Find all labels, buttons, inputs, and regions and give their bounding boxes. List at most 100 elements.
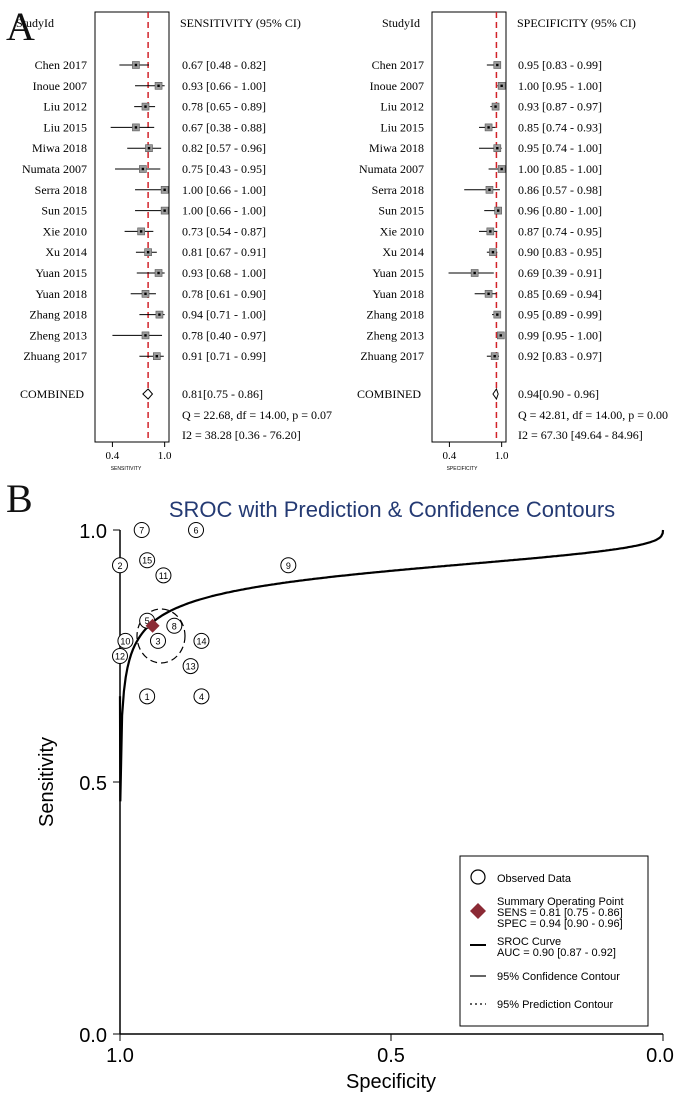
x-axis-title: Specificity (346, 1071, 436, 1093)
spec-point-center (496, 209, 500, 212)
y-tick-label: 0.0 (79, 1025, 107, 1047)
sens-point-center (163, 209, 166, 212)
observed-point-label: 7 (139, 526, 144, 536)
spec-point-center (499, 334, 502, 337)
sens-study-value: 0.93 [0.66 - 1.00] (182, 79, 266, 93)
observed-point (166, 617, 183, 634)
legend-summary-title: Summary Operating Point (497, 896, 624, 908)
sens-study-value: 0.67 [0.38 - 0.88] (182, 120, 266, 134)
spec-study-value: 0.86 [0.57 - 0.98] (518, 183, 602, 197)
observed-point-label: 14 (196, 636, 206, 646)
sens-point-center (146, 251, 150, 254)
spec-study-name: Miwa 2018 (369, 141, 424, 155)
spec-combined-value: 0.94[0.90 - 0.96] (518, 387, 599, 401)
spec-table-header: SPECIFICITY (95% CI) (517, 16, 636, 30)
spec-study-value: 0.93 [0.87 - 0.97] (518, 100, 602, 114)
spec-point-center (473, 271, 476, 275)
observed-point (188, 522, 205, 538)
spec-combined-label: COMBINED (357, 387, 421, 401)
spec-study-value: 0.95 [0.74 - 1.00] (518, 141, 602, 155)
sens-point-center (147, 147, 151, 150)
confidence-contour (136, 608, 186, 664)
spec-tick-label: 1.0 (495, 450, 509, 462)
observed-point (150, 632, 167, 649)
y-axis-title: Sensitivity (36, 737, 58, 827)
x-tick-label: 0.5 (377, 1045, 405, 1067)
panel-b-letter: B (6, 476, 33, 521)
spec-study-name: Inoue 2007 (370, 79, 424, 93)
specificity-forest: StudyId SPECIFICITY (95% CI) Chen 2017 0.… (357, 11, 668, 472)
observed-point (112, 557, 128, 574)
sens-study-value: 0.73 [0.54 - 0.87] (182, 224, 266, 238)
spec-point-center (496, 147, 499, 150)
spec-point-center (487, 292, 490, 295)
spec-study-name: Liu 2015 (380, 120, 424, 134)
legend-observed-label: Observed Data (497, 873, 572, 885)
sens-combined-value: 0.81[0.75 - 0.86] (182, 387, 263, 401)
legend-sroc-auc: AUC = 0.90 [0.87 - 0.92] (497, 947, 616, 959)
spec-study-value: 0.85 [0.74 - 0.93] (518, 120, 602, 134)
sens-study-value: 0.78 [0.40 - 0.97] (182, 328, 266, 342)
legend-summary-sens: SENS = 0.81 [0.75 - 0.86] (497, 907, 623, 919)
sens-point-center (163, 188, 166, 191)
sens-study-value: 0.81 [0.67 - 0.91] (182, 245, 266, 259)
panel-a-letter: A (6, 4, 35, 49)
sens-study-name: Liu 2012 (43, 100, 87, 114)
spec-study-name: Yuan 2015 (372, 266, 424, 280)
sens-point-center (157, 84, 160, 87)
observed-point (193, 688, 210, 705)
sens-tick-label: 0.4 (106, 450, 120, 462)
sens-study-rows: Chen 2017 0.67 [0.48 - 0.82] Inoue 2007 0.9… (22, 58, 266, 363)
observed-point-label: 9 (286, 561, 291, 571)
spec-point-center (491, 251, 495, 254)
sens-table-header: SENSITIVITY (95% CI) (180, 16, 301, 30)
sens-point-center (141, 167, 145, 171)
sens-study-value: 0.75 [0.43 - 0.95] (182, 162, 266, 176)
sens-study-name: Zheng 2013 (29, 328, 87, 342)
spec-study-name: Liu 2012 (380, 100, 424, 114)
spec-point-center (496, 63, 499, 67)
observed-point-label: 13 (186, 662, 196, 672)
sens-studyid-header: StudyId (16, 16, 54, 30)
sens-study-value: 1.00 [0.66 - 1.00] (182, 183, 266, 197)
observed-point-label: 10 (120, 636, 130, 646)
sens-study-name: Inoue 2007 (33, 79, 87, 93)
spec-study-name: Serra 2018 (372, 183, 424, 197)
spec-study-name: Numata 2007 (359, 162, 424, 176)
observed-point (182, 658, 199, 675)
spec-study-value: 1.00 [0.95 - 1.00] (518, 79, 602, 93)
sens-study-name: Miwa 2018 (32, 141, 87, 155)
spec-point-center (487, 126, 490, 129)
spec-study-value: 0.85 [0.69 - 0.94] (518, 287, 602, 301)
spec-point-center (496, 313, 499, 316)
x-tick-label: 1.0 (106, 1045, 134, 1067)
observed-point-label: 11 (159, 571, 168, 581)
legend-observed-symbol (470, 869, 486, 885)
spec-point-center (493, 355, 496, 358)
sroc-title: SROC with Prediction & Confidence Contou… (169, 497, 615, 522)
observed-point (139, 688, 156, 705)
spec-study-rows: Chen 2017 0.95 [0.83 - 0.99] Inoue 2007 1.0… (359, 58, 602, 363)
sens-study-value: 0.93 [0.68 - 1.00] (182, 266, 266, 280)
sens-study-name: Yuan 2015 (35, 266, 87, 280)
spec-point-center (500, 84, 503, 87)
sens-combined-label: COMBINED (20, 387, 84, 401)
spec-study-name: Zhuang 2017 (360, 349, 424, 363)
legend-box (459, 855, 649, 1027)
sens-study-name: Xie 2010 (43, 224, 87, 238)
sens-study-name: Sun 2015 (41, 204, 87, 218)
sens-point-center (155, 355, 159, 358)
spec-q-stat: Q = 42.81, df = 14.00, p = 0.00 (518, 408, 668, 422)
observed-point-label: 12 (115, 652, 125, 662)
observed-point (155, 567, 172, 584)
sens-combined-diamond (142, 388, 154, 400)
spec-study-name: Zheng 2013 (366, 328, 424, 342)
sens-point-center (158, 313, 161, 316)
sens-q-stat: Q = 22.68, df = 14.00, p = 0.07 (182, 408, 332, 422)
sens-study-name: Yuan 2018 (35, 287, 87, 301)
sens-study-value: 0.78 [0.65 - 0.89] (182, 100, 266, 114)
legend-sroc-title: SROC Curve (497, 936, 561, 948)
spec-study-value: 0.99 [0.95 - 1.00] (518, 328, 602, 342)
sens-study-name: Chen 2017 (35, 58, 87, 72)
